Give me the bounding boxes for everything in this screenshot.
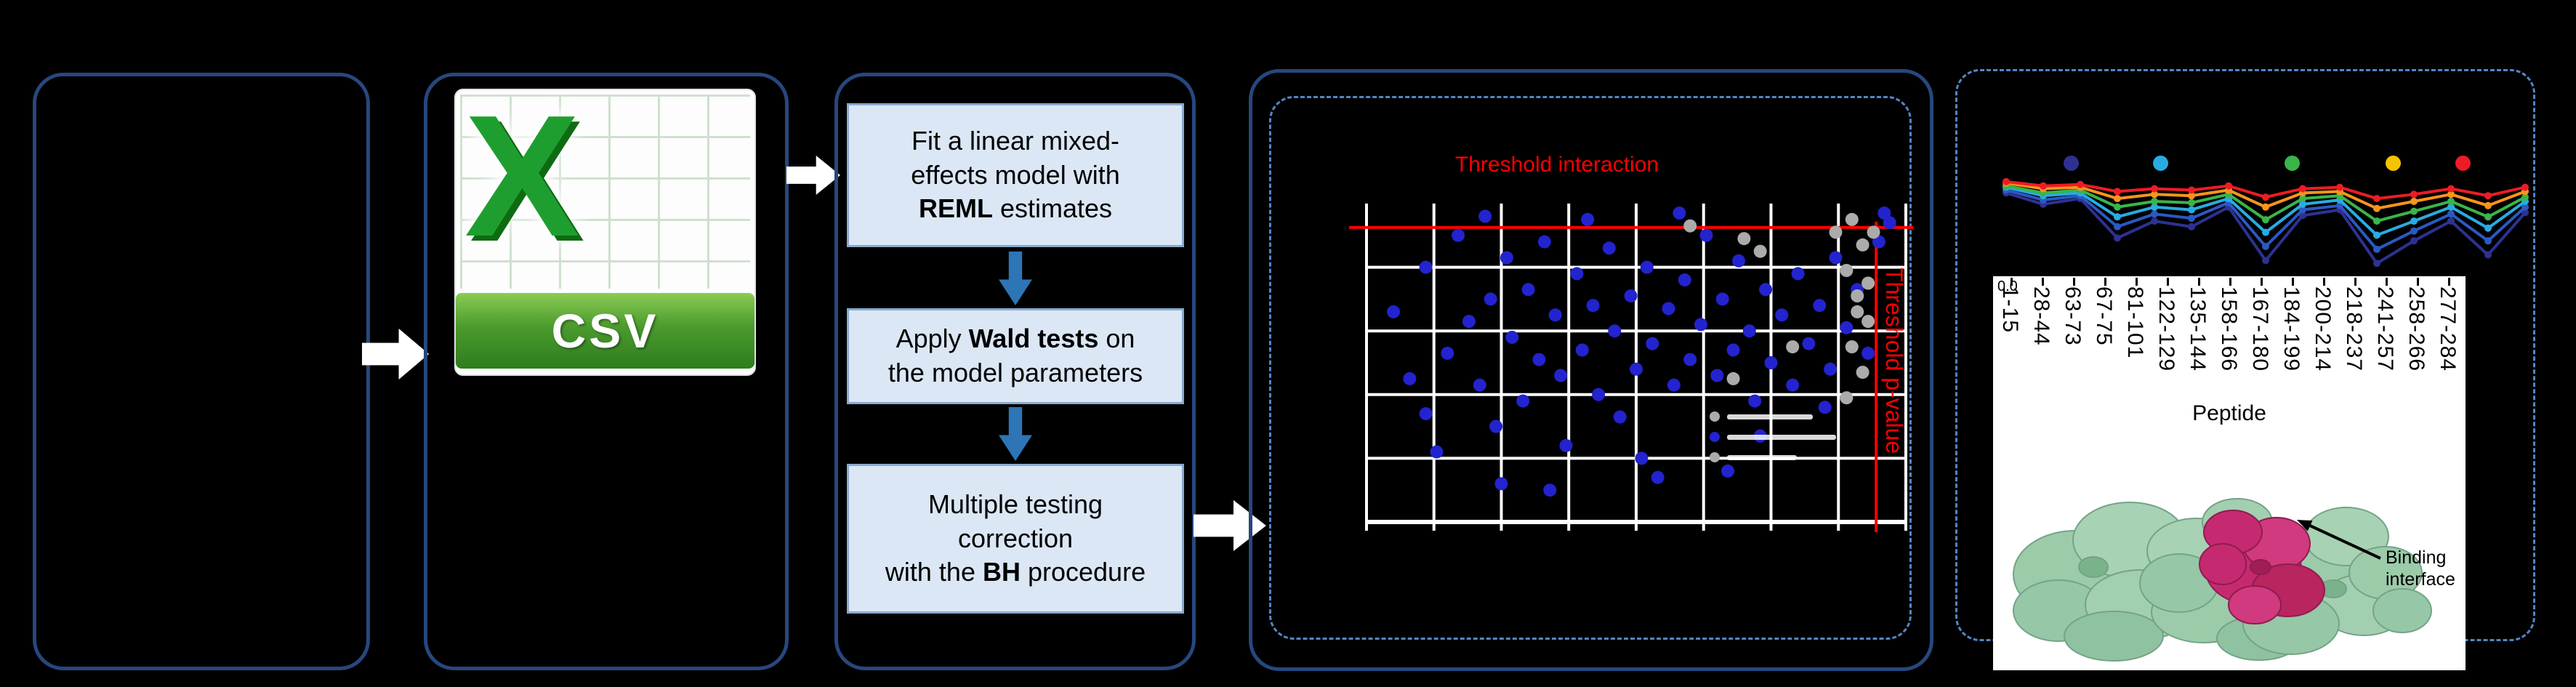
csv-panel [424,73,789,670]
step-box-reml: Fit a linear mixed-effects model with RE… [847,103,1184,247]
peptide-label: 1-15 [1998,286,2022,334]
peptide-label: 241-257 [2373,286,2397,372]
legend-row [1710,452,1836,462]
scatter-series-0 [1387,206,1896,497]
step-text-bold: Wald tests [968,324,1099,354]
peptide-label: 167-180 [2248,286,2272,372]
peptide-label: 81-101 [2123,286,2147,359]
axis-tick [2448,278,2450,286]
uptake-plot [2003,177,2529,268]
timepoint-dot-3 [2386,156,2401,171]
csv-file-icon: X CSV [454,89,756,376]
timepoint-dot-2 [2285,156,2300,171]
excel-x-logo: X [464,89,580,273]
peptide-axis-title: Peptide [2192,401,2266,425]
axis-tick [2042,278,2044,286]
timepoint-dot-1 [2153,156,2168,171]
axis-tick [2323,278,2325,286]
input-panel [33,73,370,670]
legend-text-bar [1727,414,1813,419]
legend-dot-icon [1710,432,1720,442]
peptide-label: 135-144 [2186,286,2210,372]
peptide-label: 67-75 [2092,286,2116,346]
peptide-label: 122-129 [2154,286,2178,372]
timepoint-dot-4 [2455,156,2471,171]
peptide-label: 218-237 [2342,286,2366,372]
axis-tick [2292,278,2294,286]
uptake-series-5 [2003,177,2529,203]
protein-structure [2013,498,2432,662]
axis-tick [2417,278,2419,286]
legend-row [1710,411,1836,422]
step-text-post: procedure [1020,557,1146,587]
binding-arrow-icon [2297,520,2381,560]
plot-grid [1365,204,1907,531]
step-text-post: on the model parameters [887,324,1143,387]
peptide-label: 63-73 [2061,286,2085,346]
legend-row [1710,432,1836,442]
axis-tick [2354,278,2356,286]
step-text-post: estimates [992,193,1113,224]
flow-arrow-2-icon [786,156,840,195]
axis-tick [2261,278,2263,286]
peptide-label: 200-214 [2311,286,2335,372]
step-text-bold: REML [918,193,993,224]
axis-tick [2198,278,2200,286]
axis-tick [2167,278,2169,286]
axis-tick [2386,278,2388,286]
step-text: Multiple testing correction with the BH … [882,488,1149,590]
step-text-pre: Fit a linear mixed-effects model with [911,125,1120,190]
peptide-label: 184-199 [2279,286,2303,372]
peptide-label: 28-44 [2029,286,2053,346]
legend-dot-icon [1710,411,1720,422]
threshold-interaction-label: Threshold interaction [1454,153,1659,177]
step-text-pre: Apply [895,324,969,354]
peptide-label: 277-284 [2436,286,2460,372]
timepoint-dot-0 [2064,156,2079,171]
peptide-label: 258-266 [2404,286,2428,372]
csv-banner: CSV [456,293,754,369]
scatter-legend [1710,411,1836,462]
protein-binding-region [2199,510,2325,624]
modeling-panel [834,73,1196,670]
axis-tick [2011,278,2013,286]
step-text: Fit a linear mixed-effects model with RE… [882,124,1149,226]
spreadsheet-grid [460,95,750,289]
volcano-plot [1349,204,1913,532]
step-box-wald: Apply Wald tests on the model parameters [847,308,1184,404]
uptake-series-1 [2003,186,2529,253]
step-box-bh: Multiple testing correction with the BH … [847,464,1184,614]
axis-tick [2136,278,2138,286]
axis-tick [2104,278,2106,286]
uptake-series-3 [2003,182,2529,225]
csv-banner-label: CSV [551,304,659,358]
scatter-series-1 [1683,212,1880,405]
timepoint-legend [1955,156,2537,173]
legend-text-bar [1727,434,1836,440]
step-text: Apply Wald tests on the model parameters [882,322,1149,390]
legend-dot-icon [1710,452,1720,462]
step-text-bold: BH [982,557,1021,587]
peptide-axis: 1-15 28-44 63-73 67-75 81-101 122-129 135-144 1… [1993,278,2466,445]
legend-text-bar [1727,454,1797,460]
binding-interface-label: Binding interface [2386,547,2455,590]
peptide-label: 158-166 [2217,286,2241,372]
step-text-pre: Multiple testing correction with the [885,489,1103,587]
results-panel [1249,69,1933,671]
axis-tick [2229,278,2231,286]
results-dashed-border [1269,96,1912,640]
threshold-pvalue-label: Threshold p-value [1881,268,1907,454]
axis-tick [2073,278,2075,286]
flow-arrow-1-icon [362,329,429,379]
